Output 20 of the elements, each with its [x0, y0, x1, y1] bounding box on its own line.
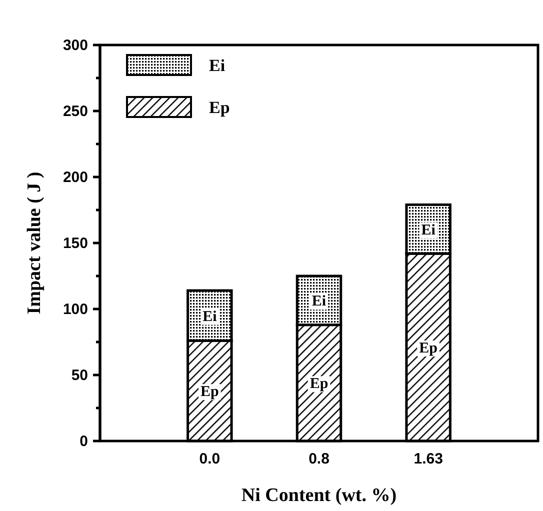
y-tick-label: 300 — [62, 36, 88, 54]
y-axis-title: Impact value ( J ) — [24, 172, 45, 314]
y-tick-label: 0 — [80, 432, 88, 450]
y-tick-label: 250 — [62, 102, 88, 120]
legend-label: Ei — [209, 56, 226, 75]
annotation: Ei — [312, 294, 326, 310]
annotation: Ei — [421, 222, 436, 238]
x-tick-label: 0.0 — [199, 450, 220, 468]
x-axis-title: Ni Content (wt. %) — [241, 485, 397, 506]
annotation: Ep — [310, 376, 328, 392]
x-tick-label: 0.8 — [308, 450, 330, 468]
annotation: Ep — [200, 384, 219, 400]
y-tick-label: 100 — [62, 300, 88, 318]
legend-label: Ep — [209, 98, 230, 117]
y-tick-label: 200 — [62, 168, 88, 186]
y-tick-label: 150 — [62, 234, 88, 252]
annotation: Ep — [419, 340, 438, 357]
x-tick-label: 1.63 — [414, 450, 443, 468]
y-tick-label: 50 — [71, 366, 88, 384]
annotation: Ei — [202, 308, 217, 325]
